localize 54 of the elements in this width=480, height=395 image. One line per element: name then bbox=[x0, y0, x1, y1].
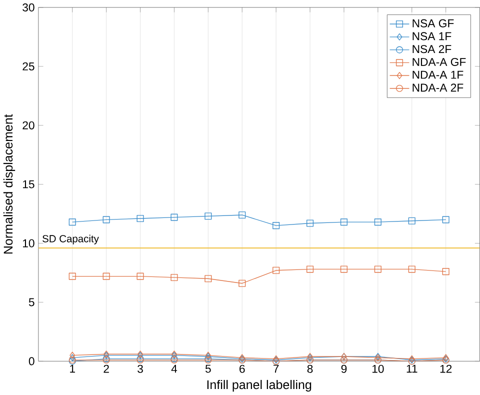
x-tick-label: 7 bbox=[274, 364, 279, 373]
point bbox=[68, 218, 76, 226]
y-tick-label: 15 bbox=[23, 180, 34, 188]
point bbox=[170, 214, 178, 221]
point bbox=[340, 218, 348, 226]
legend-label: NDA-A 1F bbox=[412, 70, 464, 79]
point bbox=[102, 272, 110, 280]
point bbox=[408, 266, 416, 273]
ref-line-label: SD Capacity bbox=[42, 234, 99, 244]
y-tick-label: 25 bbox=[22, 62, 34, 70]
point bbox=[374, 218, 382, 226]
point bbox=[340, 266, 348, 273]
point bbox=[170, 274, 178, 281]
y-tick-label: 10 bbox=[23, 239, 34, 248]
point bbox=[204, 212, 212, 220]
legend-label: NSA 2F bbox=[412, 45, 452, 54]
y-tick-label: 0 bbox=[28, 357, 34, 366]
x-tick-label: 5 bbox=[205, 364, 211, 373]
y-axis-title: Normalised displacement bbox=[3, 114, 16, 254]
legend-label: NSA 1F bbox=[412, 32, 452, 40]
point bbox=[306, 220, 314, 227]
x-tick-label: 2 bbox=[104, 364, 109, 373]
point bbox=[272, 266, 280, 274]
point bbox=[238, 280, 246, 287]
x-tick-label: 4 bbox=[171, 364, 178, 373]
point bbox=[136, 214, 144, 222]
point bbox=[442, 216, 450, 224]
x-tick-label: 12 bbox=[440, 364, 452, 373]
point bbox=[374, 266, 382, 273]
point bbox=[306, 266, 314, 273]
point bbox=[102, 216, 110, 224]
x-tick-label: 1 bbox=[70, 364, 75, 373]
legend-label: NDA-A GF bbox=[412, 58, 466, 66]
point bbox=[68, 272, 76, 280]
point bbox=[442, 268, 450, 276]
x-axis-title: Infill panel labelling bbox=[207, 380, 312, 392]
point bbox=[136, 272, 144, 280]
legend-label: NSA GF bbox=[412, 19, 454, 28]
point bbox=[204, 275, 212, 282]
x-tick-label: 11 bbox=[406, 364, 418, 373]
y-tick-label: 5 bbox=[28, 298, 34, 306]
point bbox=[238, 211, 246, 218]
x-tick-label: 10 bbox=[372, 364, 384, 373]
x-tick-label: 3 bbox=[138, 364, 143, 373]
point bbox=[272, 222, 280, 230]
point bbox=[70, 354, 76, 362]
x-tick-label: 6 bbox=[240, 364, 245, 373]
legend-label: NDA-A 2F bbox=[412, 84, 464, 92]
x-tick-label: 9 bbox=[341, 364, 347, 373]
x-tick-label: 8 bbox=[307, 364, 313, 373]
y-tick-label: 30 bbox=[22, 3, 34, 12]
point bbox=[70, 352, 76, 359]
point bbox=[408, 217, 416, 224]
y-tick-label: 20 bbox=[22, 121, 34, 130]
